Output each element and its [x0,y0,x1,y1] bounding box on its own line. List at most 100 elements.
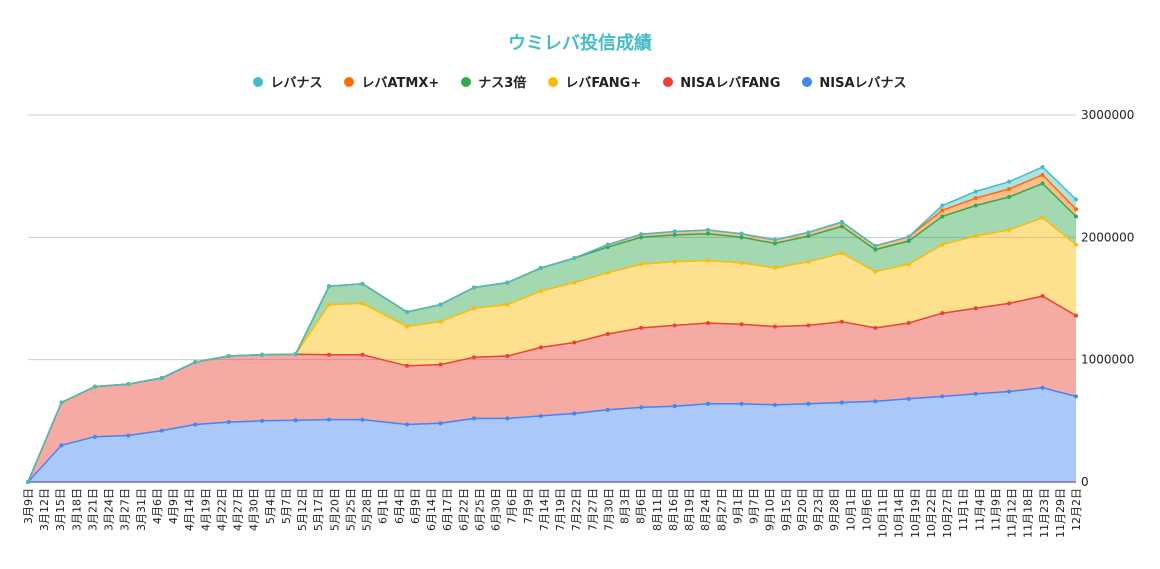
data-point [839,400,844,405]
legend-label: レバFANG+ [565,76,642,91]
x-tick-label: 9月20日 [796,488,809,531]
x-tick-label: 10月19日 [909,488,922,538]
data-point [739,261,744,266]
data-point [538,265,543,270]
area-series [28,296,1076,482]
x-tick-label: 4月27日 [232,488,245,531]
data-point [360,352,365,357]
series-line [27,166,1077,483]
data-point [806,401,811,406]
x-tick-label: 3月24日 [103,488,116,531]
x-tick-label: 11月12日 [1006,488,1019,538]
data-point [940,311,945,316]
data-point [1007,301,1012,306]
data-point [360,281,365,286]
x-tick-label: 5月4日 [264,488,277,524]
data-point [806,259,811,264]
x-tick-label: 11月23日 [1038,488,1051,538]
x-tick-label: 8月27日 [715,488,728,531]
data-point [739,322,744,327]
x-tick-label: 7月22日 [570,488,583,531]
data-point [126,382,131,387]
data-point [471,355,476,360]
data-point [538,345,543,350]
data-point [706,258,711,263]
legend-swatch [253,76,264,87]
legend-swatch [663,76,674,87]
data-point [605,242,610,247]
area-series [28,174,1076,482]
x-tick-label: 6月14日 [425,488,438,531]
data-point [405,363,410,368]
x-tick-label: 4月22日 [216,488,229,531]
data-point [405,309,410,314]
data-point [906,239,911,244]
x-tick-label: 6月17日 [441,488,454,531]
data-point [327,352,332,357]
data-point [126,433,131,438]
data-point [973,196,978,201]
data-point [1040,294,1045,299]
x-tick-label: 4月6日 [151,488,164,524]
x-tick-label: 6月4日 [393,488,406,524]
data-point [672,229,677,234]
x-tick-label: 9月1日 [731,488,744,524]
data-point [293,418,298,423]
data-point [538,289,543,294]
data-point [839,220,844,225]
data-point [193,360,198,365]
legend-item: レバFANG+ [548,72,641,91]
y-tick-label: 1000000 [1081,353,1134,367]
data-point [772,402,777,407]
data-point [973,306,978,311]
x-tick-label: 6月25日 [473,488,486,531]
legend-swatch [802,76,813,87]
data-point [360,417,365,422]
data-point [772,324,777,329]
x-tick-label: 7月19日 [554,488,567,531]
data-point [706,231,711,236]
data-point [1074,394,1078,399]
x-tick-label: 4月19日 [199,488,212,531]
data-point [873,247,878,252]
data-point [193,422,198,427]
data-point [1074,197,1078,202]
data-point [1007,389,1012,394]
data-point [940,214,945,219]
y-tick-label: 0 [1081,475,1089,489]
legend: レバナス レバATMX+ ナス3倍 レバFANG+ NISAレバFANG NISAレバナス [0,72,1160,91]
x-tick-label: 12月2日 [1070,488,1083,531]
data-point [906,396,911,401]
data-point [839,224,844,229]
data-point [260,418,265,423]
data-point [26,480,30,484]
legend-item: NISAレバFANG [663,72,780,91]
data-point [873,269,878,274]
data-point [639,405,644,410]
x-tick-label: 3月21日 [87,488,100,531]
x-tick-label: 7月14日 [538,488,551,531]
data-point [1007,179,1012,184]
y-tick-label: 2000000 [1081,230,1134,244]
data-point [471,306,476,311]
x-tick-label: 7月9日 [522,488,535,524]
legend-item: レバナス [253,72,322,91]
x-tick-label: 8月3日 [619,488,632,524]
data-point [940,242,945,247]
x-tick-label: 7月30日 [602,488,615,531]
data-point [806,230,811,235]
data-point [639,235,644,240]
data-point [1007,187,1012,192]
area-series [28,167,1076,482]
legend-swatch [461,76,472,87]
x-tick-label: 10月1日 [844,488,857,531]
y-tick-label: 3000000 [1081,108,1134,122]
data-point [572,256,577,261]
data-point [1074,313,1078,318]
data-point [572,340,577,345]
series-line [27,387,1077,483]
data-point [772,265,777,270]
x-tick-label: 9月10日 [764,488,777,531]
data-point [505,302,510,307]
data-point [405,324,410,329]
